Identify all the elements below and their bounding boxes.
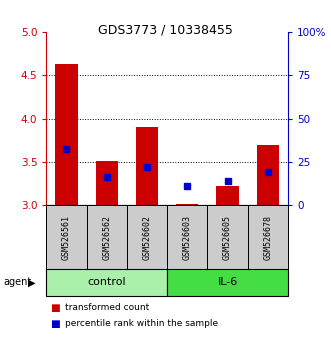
Bar xyxy=(167,205,208,269)
Bar xyxy=(216,186,239,205)
Text: agent: agent xyxy=(3,277,31,287)
Bar xyxy=(136,127,158,205)
Text: percentile rank within the sample: percentile rank within the sample xyxy=(65,319,218,329)
Text: GSM526605: GSM526605 xyxy=(223,215,232,260)
Bar xyxy=(96,161,118,205)
Text: ▶: ▶ xyxy=(28,277,36,287)
Bar xyxy=(257,145,279,205)
Text: ■: ■ xyxy=(50,319,59,329)
Text: transformed count: transformed count xyxy=(65,303,149,313)
Bar xyxy=(55,64,77,205)
Text: GSM526678: GSM526678 xyxy=(263,215,272,260)
Text: GSM526561: GSM526561 xyxy=(62,215,71,260)
Bar xyxy=(87,205,127,269)
Text: GDS3773 / 10338455: GDS3773 / 10338455 xyxy=(98,23,233,36)
Text: GSM526602: GSM526602 xyxy=(143,215,152,260)
Text: IL-6: IL-6 xyxy=(217,277,238,287)
Bar xyxy=(208,205,248,269)
Bar xyxy=(167,269,288,296)
Text: ■: ■ xyxy=(50,303,59,313)
Bar xyxy=(127,205,167,269)
Bar xyxy=(248,205,288,269)
Text: GSM526562: GSM526562 xyxy=(102,215,111,260)
Text: control: control xyxy=(87,277,126,287)
Bar xyxy=(46,205,87,269)
Text: GSM526603: GSM526603 xyxy=(183,215,192,260)
Bar xyxy=(46,269,167,296)
